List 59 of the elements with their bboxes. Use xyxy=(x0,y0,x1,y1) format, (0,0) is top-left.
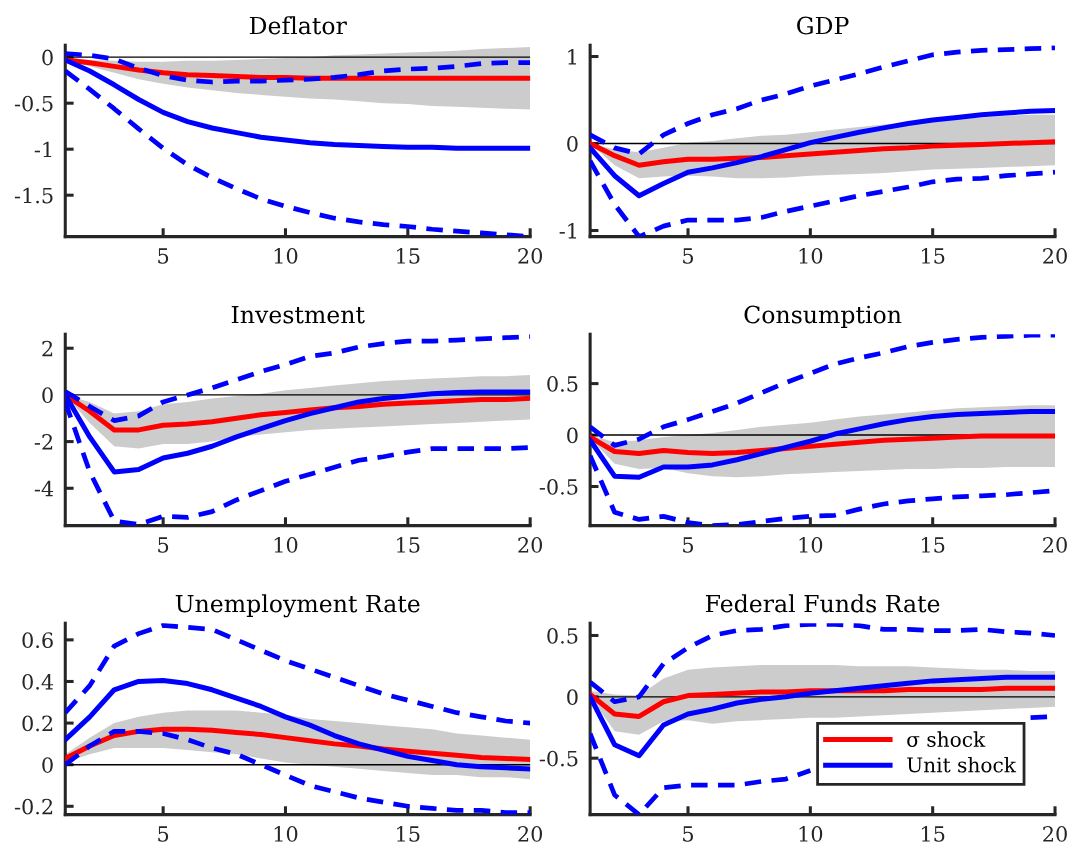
line-series xyxy=(65,51,531,85)
chart-title: Federal Funds Rate xyxy=(705,594,940,613)
x-tick-label: 20 xyxy=(518,826,543,842)
chart-title: Unemployment Rate xyxy=(175,594,420,618)
y-tick-label: -0.5 xyxy=(539,478,578,495)
x-tick-label: 15 xyxy=(921,826,945,842)
y-tick-label: -0.5 xyxy=(539,750,578,767)
x-tick-label: 5 xyxy=(158,826,169,842)
x-tick-label: 20 xyxy=(1043,537,1067,553)
legend-label: σ shock xyxy=(907,731,986,747)
x-tick-label: 10 xyxy=(274,826,298,842)
line-series xyxy=(590,334,1056,448)
y-tick-label: 0.2 xyxy=(22,715,53,732)
x-tick-label: 15 xyxy=(397,537,420,553)
x-tick-label: 5 xyxy=(683,537,694,553)
x-tick-label: 20 xyxy=(518,537,543,553)
x-tick-label: 15 xyxy=(397,248,420,264)
y-tick-label: 0.6 xyxy=(22,632,53,649)
x-tick-label: 5 xyxy=(158,248,169,264)
y-tick-label: -1 xyxy=(559,222,577,239)
y-tick-label: -0.2 xyxy=(14,798,53,815)
y-tick-label: 0 xyxy=(567,135,578,152)
chart-title: Investment xyxy=(231,305,365,324)
y-tick-label: 0 xyxy=(42,757,53,773)
y-tick-label: 0.5 xyxy=(547,627,578,644)
y-tick-label: -2 xyxy=(34,434,53,450)
x-tick-label: 15 xyxy=(921,248,945,264)
y-tick-label: 0 xyxy=(42,49,53,66)
x-tick-label: 10 xyxy=(274,248,298,264)
x-tick-label: 10 xyxy=(799,248,823,264)
x-tick-label: 5 xyxy=(683,826,694,842)
y-tick-label: -1.5 xyxy=(14,187,53,204)
y-tick-label: -4 xyxy=(34,480,54,497)
x-tick-label: 10 xyxy=(799,826,823,842)
y-tick-label: 0.4 xyxy=(22,673,54,690)
y-tick-label: 0.5 xyxy=(547,376,578,392)
y-tick-label: 0 xyxy=(567,427,578,444)
chart-title: GDP xyxy=(797,16,849,35)
x-tick-label: 15 xyxy=(397,826,420,842)
x-tick-label: 5 xyxy=(683,248,694,264)
x-tick-label: 20 xyxy=(1043,826,1067,842)
y-tick-label: 0 xyxy=(42,387,53,404)
x-tick-label: 5 xyxy=(158,537,169,553)
y-tick-label: 2 xyxy=(42,340,53,357)
x-tick-label: 15 xyxy=(921,537,945,553)
y-tick-label: 0 xyxy=(567,689,578,706)
x-tick-label: 20 xyxy=(1043,248,1067,264)
x-tick-label: 10 xyxy=(799,537,823,553)
line-series xyxy=(590,623,1056,705)
y-tick-label: 1 xyxy=(568,48,577,65)
line-series xyxy=(590,45,1056,157)
x-tick-label: 10 xyxy=(274,537,298,553)
y-tick-label: -0.5 xyxy=(14,95,53,112)
chart-title: Deflator xyxy=(249,16,347,35)
x-tick-label: 20 xyxy=(518,248,543,264)
y-tick-label: -1 xyxy=(34,141,52,158)
line-series xyxy=(65,623,531,726)
legend-label: Unit shock xyxy=(907,756,1017,773)
chart-title: Consumption xyxy=(744,305,902,329)
